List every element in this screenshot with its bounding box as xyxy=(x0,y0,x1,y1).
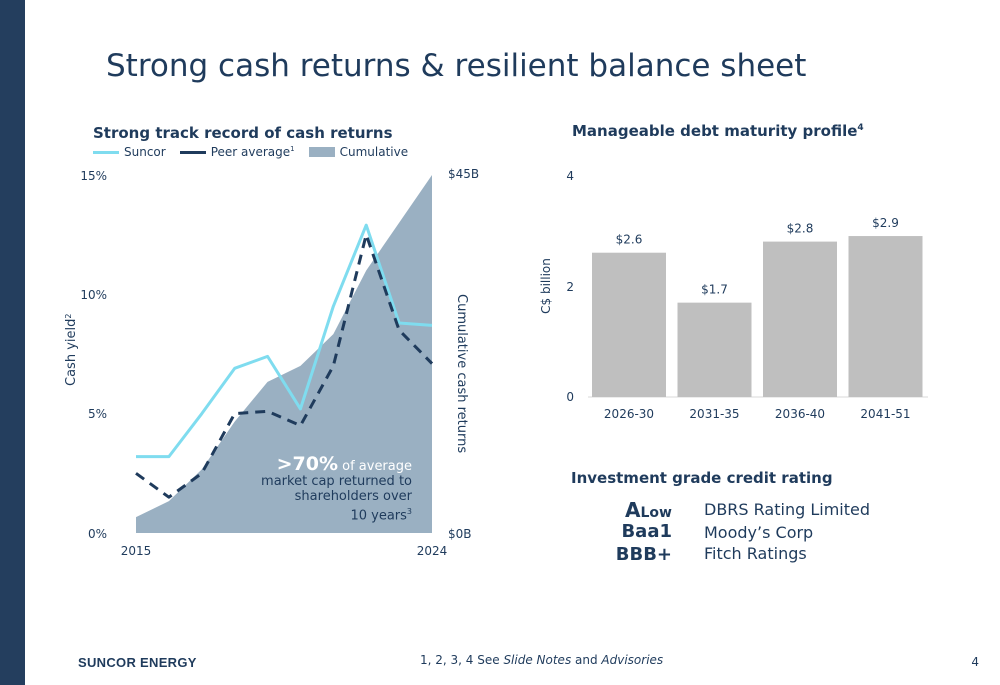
legend-item-peer: Peer average1 xyxy=(179,145,295,159)
y-tick-5: 5% xyxy=(88,407,107,421)
bar-2036-40 xyxy=(763,241,837,397)
bar-2041-51 xyxy=(848,236,923,397)
legend-label-suncor: Suncor xyxy=(124,145,166,159)
peer-average-line xyxy=(135,233,434,499)
right-chart-title-sup: 4 xyxy=(857,123,864,133)
legend-item-suncor: Suncor xyxy=(93,145,166,159)
legend-label-cumulative: Cumulative xyxy=(339,145,409,159)
left-chart-legend: Suncor Peer average1 Cumulative xyxy=(93,145,408,159)
bar-y-tick-4: 4 xyxy=(566,169,574,183)
bar-value-label: $1.7 xyxy=(701,283,728,297)
y-tick-0: 0% xyxy=(88,527,107,541)
ratings-title: Investment grade credit rating xyxy=(571,469,833,487)
rating-agency-dbrs: DBRS Rating Limited xyxy=(704,500,870,519)
bar-category-label: 2036-40 xyxy=(775,407,825,421)
legend-peer-sup: 1 xyxy=(290,145,295,153)
legend-swatch-suncor xyxy=(93,150,119,154)
rating-code-fitch: BBB+ xyxy=(615,544,672,565)
rating-agency-fitch: Fitch Ratings xyxy=(704,544,807,563)
rating-agency-moodys: Moody’s Corp xyxy=(704,523,814,542)
legend-item-cumulative: Cumulative xyxy=(308,145,409,159)
bar-2026-30 xyxy=(592,252,666,397)
rating-code-dbrs: ALow xyxy=(625,498,672,522)
bar-y-tick-2: 2 xyxy=(566,280,574,294)
bar-y-tick-0: 0 xyxy=(566,390,574,404)
left-y-axis-label: Cash yield2 xyxy=(64,314,80,386)
y-tick-15: 15% xyxy=(80,169,107,183)
rating-row-fitch: BBB+ Fitch Ratings xyxy=(600,544,900,568)
y-tick-10: 10% xyxy=(80,288,107,302)
y2-tick-0: $0B xyxy=(448,527,472,541)
x-tick-2024: 2024 xyxy=(417,544,448,558)
bar-2031-35 xyxy=(677,302,752,397)
bar-category-label: 2026-30 xyxy=(604,407,654,421)
rating-row-dbrs: ALow DBRS Rating Limited xyxy=(600,498,900,522)
rating-row-moodys: Baa1 Moody’s Corp xyxy=(600,521,900,545)
sidebar-band xyxy=(0,0,25,685)
callout-line-3: shareholders over xyxy=(294,489,412,504)
right-chart-title: Manageable debt maturity profile4 xyxy=(572,122,864,140)
bar-category-label: 2031-35 xyxy=(689,407,739,421)
legend-label-peer: Peer average xyxy=(210,145,291,159)
legend-swatch-cumulative xyxy=(308,147,335,157)
left-y2-axis-label: Cumulative cash returns xyxy=(454,294,469,453)
bar-y-axis-label: C$ billion xyxy=(539,258,553,314)
page-number: 4 xyxy=(971,655,979,669)
bar-value-label: $2.8 xyxy=(787,222,814,236)
bar-category-label: 2041-51 xyxy=(860,407,910,421)
cumulative-area xyxy=(136,175,432,533)
slide-title: Strong cash returns & resilient balance … xyxy=(106,48,807,84)
left-chart-title: Strong track record of cash returns xyxy=(93,124,393,142)
brand-wordmark: SUNCOR ENERGY xyxy=(78,655,197,670)
x-tick-2015: 2015 xyxy=(121,544,152,558)
y2-tick-45: $45B xyxy=(448,167,479,181)
bar-value-label: $2.6 xyxy=(616,233,643,247)
footnote: 1, 2, 3, 4 See Slide Notes and Advisorie… xyxy=(420,653,664,667)
callout-line-2: market cap returned to xyxy=(261,474,412,489)
rating-code-moodys: Baa1 xyxy=(621,521,672,542)
callout-sup: 3 xyxy=(406,507,412,516)
callout-line-1: of average xyxy=(337,459,412,474)
suncor-line xyxy=(136,223,433,459)
cash-return-callout: >70% of average market cap returned to s… xyxy=(240,455,412,524)
bar-value-label: $2.9 xyxy=(872,216,899,230)
legend-swatch-peer xyxy=(179,150,206,154)
callout-line-4: 10 years xyxy=(350,508,407,524)
callout-percent: >70% xyxy=(276,453,338,475)
